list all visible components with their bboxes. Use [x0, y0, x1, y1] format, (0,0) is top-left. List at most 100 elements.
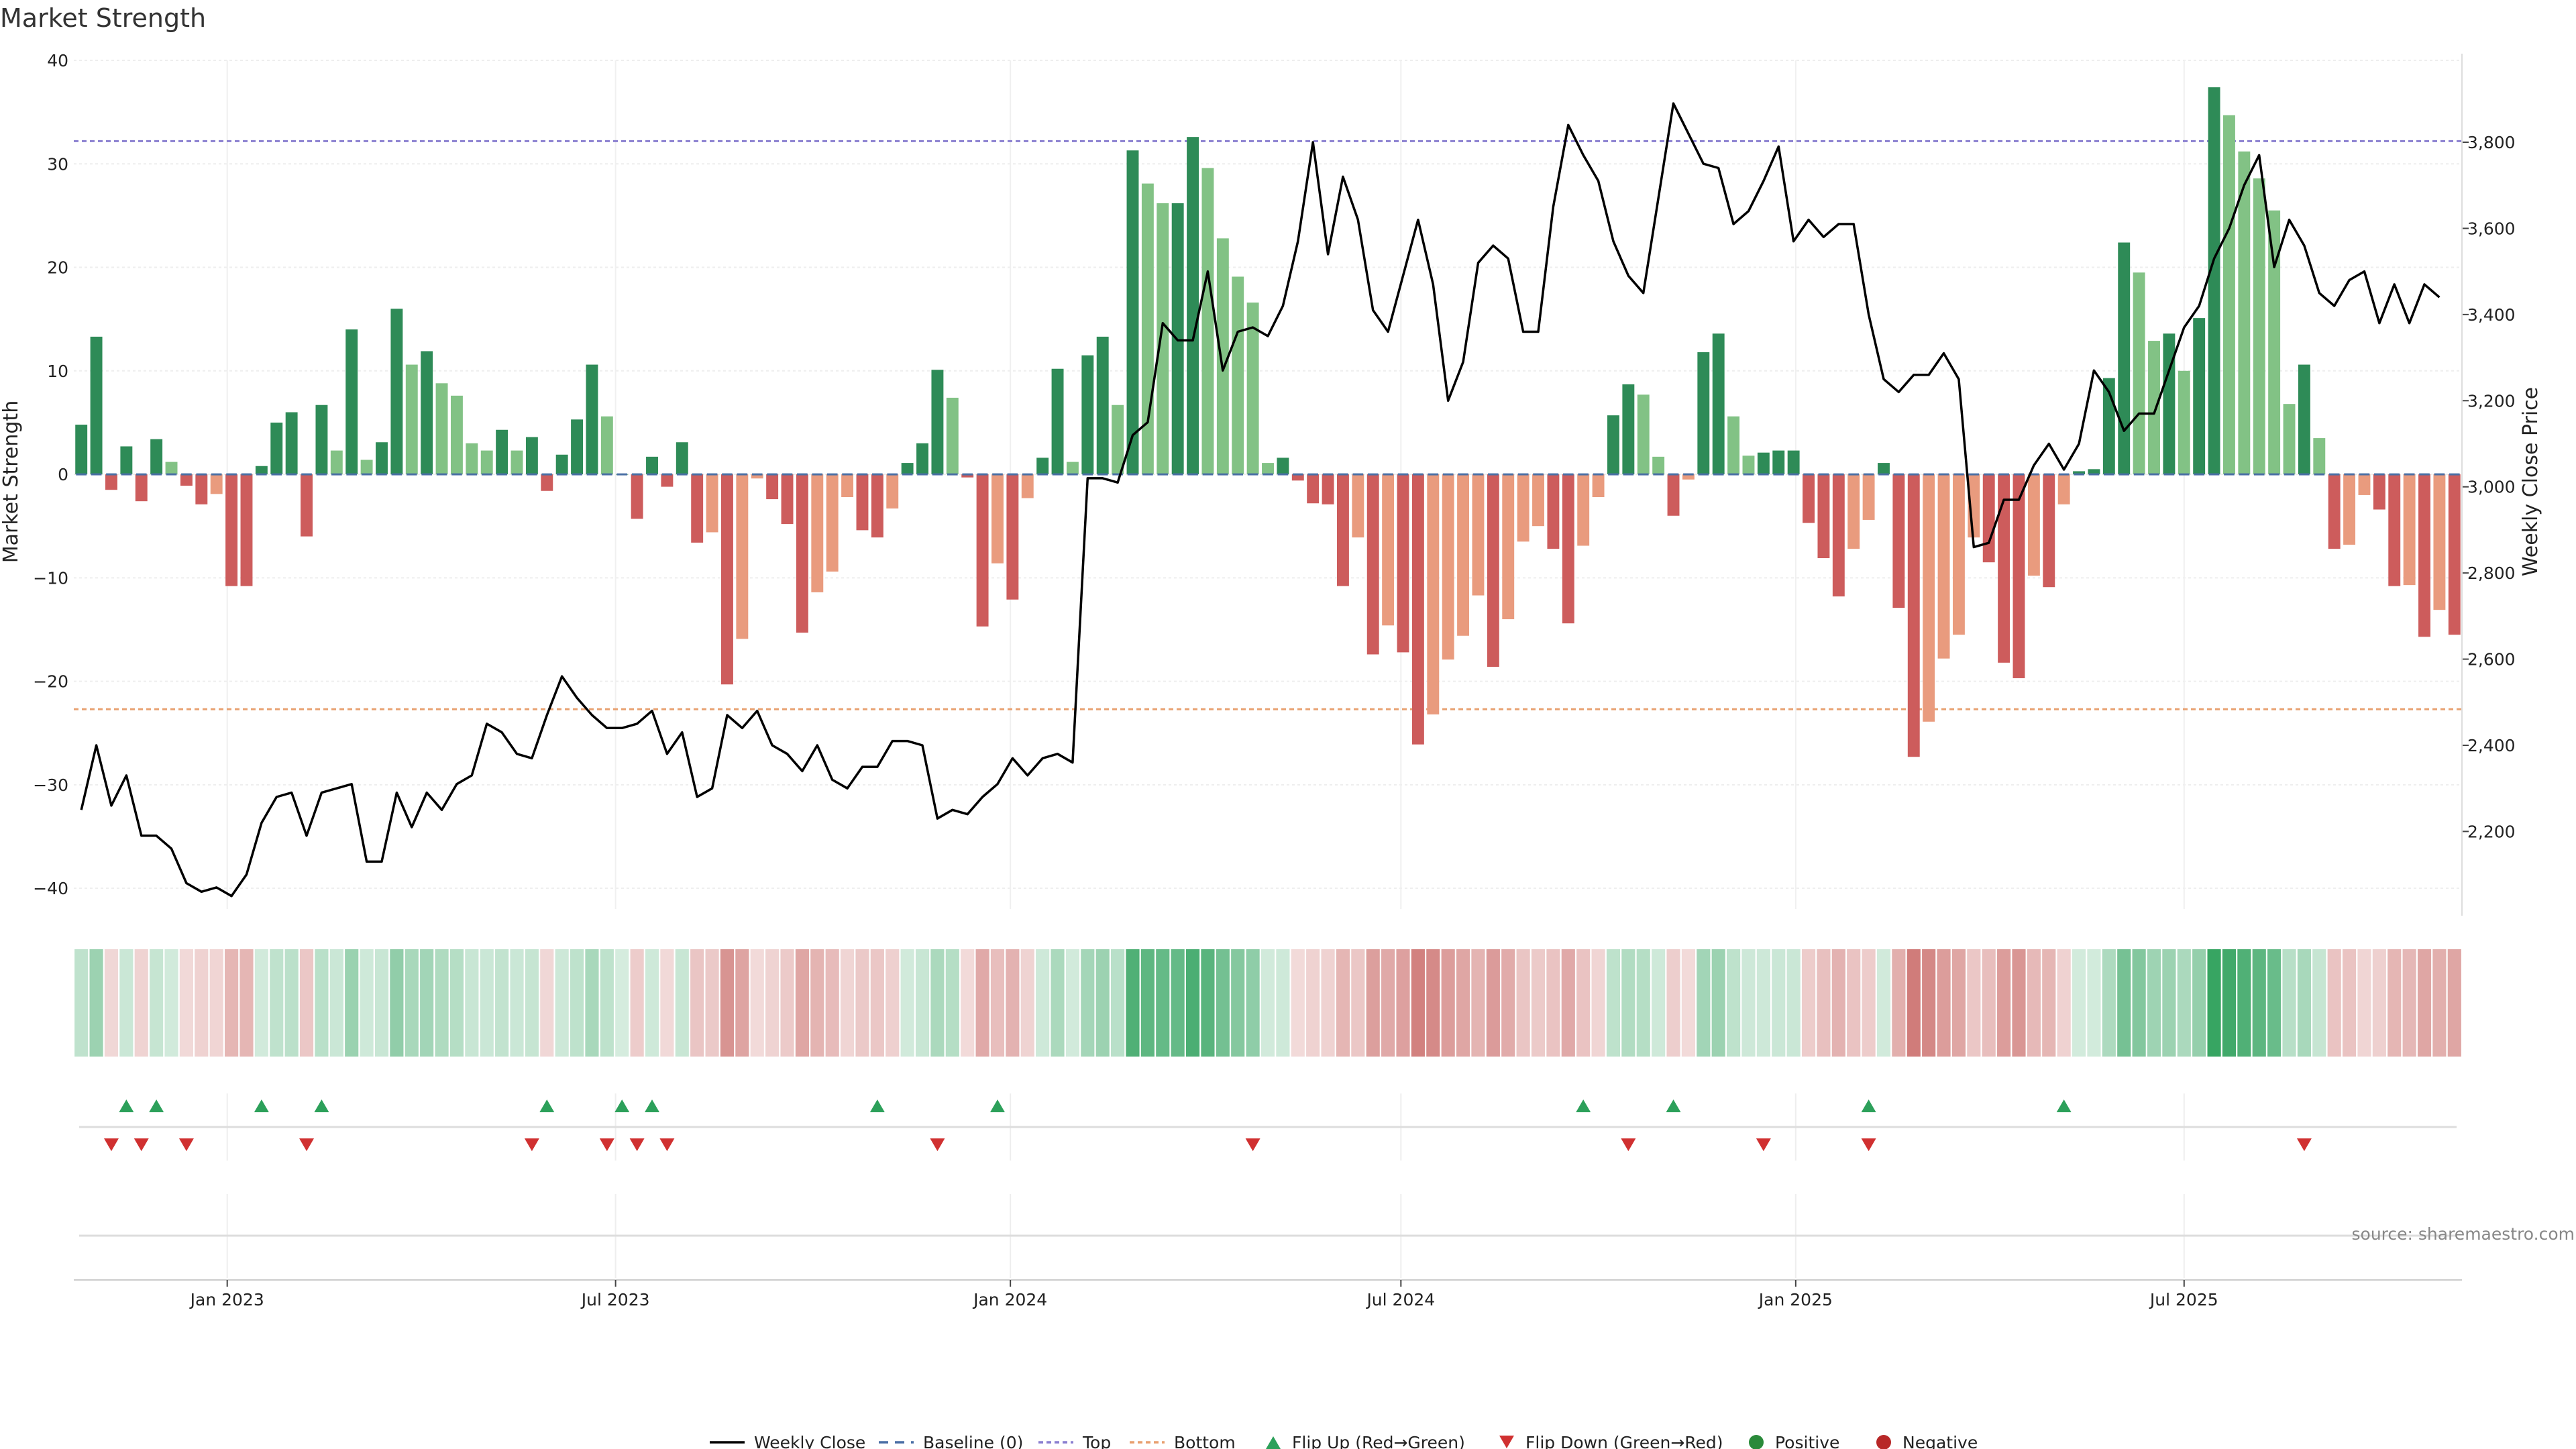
weekly-close-line-group	[80, 102, 2440, 898]
strength-bar	[1216, 238, 1229, 475]
flip-down-marker	[1861, 1138, 1876, 1151]
heat-cell	[254, 949, 268, 1057]
legend-swatch-down	[1499, 1436, 1514, 1448]
legend-label: Flip Up (Red→Green)	[1292, 1433, 1465, 1449]
heat-cell	[720, 949, 735, 1057]
heat-cell	[2102, 949, 2116, 1057]
heat-cell	[870, 949, 884, 1057]
strength-bar	[270, 422, 283, 475]
legend-label: Weekly Close	[754, 1433, 865, 1449]
strength-bar	[1817, 474, 1830, 559]
strength-bar	[1622, 384, 1635, 475]
strength-bar	[2298, 364, 2310, 475]
heat-cell	[390, 949, 404, 1057]
heat-cell	[449, 949, 464, 1057]
flip-up-marker	[614, 1099, 630, 1112]
strength-bar	[2012, 474, 2025, 678]
flip-up-marker	[254, 1099, 269, 1112]
strength-bar	[376, 442, 388, 475]
heat-cell	[1411, 949, 1425, 1057]
heat-cell	[975, 949, 989, 1057]
strength-bar	[301, 474, 313, 537]
heat-cell	[1876, 949, 1891, 1057]
heat-cell	[1982, 949, 1996, 1057]
heat-cell	[360, 949, 374, 1057]
heat-cell	[150, 949, 164, 1057]
strength-bar	[931, 370, 944, 475]
heat-cell	[2222, 949, 2237, 1057]
strength-bar	[2163, 333, 2176, 475]
heat-cell	[1997, 949, 2011, 1057]
legend-swatch-dot	[1749, 1435, 1764, 1449]
y2-tick-label: 3,800	[2467, 133, 2516, 152]
strength-bar	[706, 474, 718, 533]
heat-cell	[1741, 949, 1756, 1057]
strength-bar	[2043, 474, 2055, 588]
strength-bar	[886, 474, 899, 508]
strength-bar	[1397, 474, 1409, 653]
strength-bar	[2253, 178, 2265, 475]
y2-tick-label: 2,200	[2467, 822, 2516, 841]
heat-cell	[164, 949, 178, 1057]
heat-cell	[2387, 949, 2402, 1057]
heat-cell	[2417, 949, 2432, 1057]
strength-bar	[1427, 474, 1440, 714]
strength-bar	[2118, 242, 2131, 475]
strength-bar	[796, 474, 808, 633]
heat-cell	[1426, 949, 1440, 1057]
strength-bar	[496, 429, 508, 475]
strength-bar	[721, 474, 733, 685]
y2-tick-label: 2,800	[2467, 564, 2516, 583]
heat-cell	[2057, 949, 2071, 1057]
heat-cell	[1681, 949, 1695, 1057]
x-tick-label: Jan 2025	[1758, 1290, 1833, 1309]
heat-cell	[615, 949, 629, 1057]
strength-bar	[555, 454, 568, 475]
heat-cell	[1862, 949, 1876, 1057]
strength-bar	[2448, 474, 2461, 635]
y-tick-label: 40	[47, 51, 68, 70]
flip-down-marker	[178, 1138, 194, 1151]
x-axis-ticks: Jan 2023 Jul 2023 Jan 2024 Jul 2024 Jan 2025…	[189, 1280, 2218, 1309]
strength-bar	[1937, 474, 1950, 659]
heat-cell	[1892, 949, 1906, 1057]
strength-bar	[240, 474, 253, 586]
heat-cell	[435, 949, 449, 1057]
heat-cell	[1396, 949, 1410, 1057]
weekly-close-line	[80, 102, 2440, 898]
strength-bar	[2193, 318, 2206, 475]
heat-cell	[1381, 949, 1395, 1057]
strength-bar	[1652, 456, 1665, 475]
strength-bar	[2418, 474, 2430, 637]
strength-bar	[480, 450, 493, 475]
heat-cell	[1231, 949, 1245, 1057]
strength-bar	[1472, 474, 1485, 596]
strength-bar	[691, 474, 704, 543]
heat-cell	[1967, 949, 1981, 1057]
strength-bar	[1201, 168, 1214, 475]
strength-bar	[360, 460, 373, 475]
strength-bar	[1803, 474, 1815, 523]
flip-up-marker	[1576, 1099, 1591, 1112]
heat-cell	[1951, 949, 1966, 1057]
y2-tick-label: 3,200	[2467, 391, 2516, 411]
heat-cell	[1366, 949, 1380, 1057]
strength-bar	[2373, 474, 2385, 510]
heat-cell	[690, 949, 704, 1057]
y2-tick-label: 3,400	[2467, 305, 2516, 325]
heat-cell	[1156, 949, 1170, 1057]
heat-cell	[1922, 949, 1936, 1057]
strength-bar	[2403, 474, 2416, 586]
heat-cell	[1907, 949, 1921, 1057]
heat-cell	[1531, 949, 1546, 1057]
strength-bar	[1727, 416, 1740, 475]
y-tick-label: 0	[58, 465, 68, 484]
heat-cell	[480, 949, 494, 1057]
legend-item: Positive	[1749, 1433, 1839, 1449]
heat-cell	[1185, 949, 1200, 1057]
legend-label: Baseline (0)	[923, 1433, 1023, 1449]
strength-bar	[180, 474, 193, 486]
strength-bar	[511, 450, 523, 475]
heat-cell	[1711, 949, 1725, 1057]
